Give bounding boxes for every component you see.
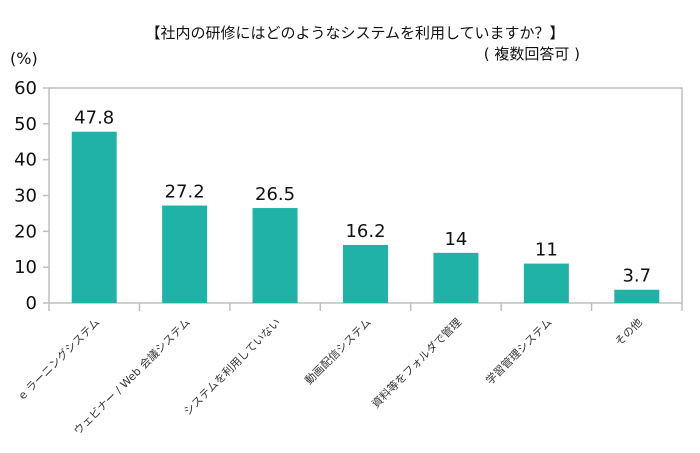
- x-category-label: 学習管理システム: [483, 315, 555, 387]
- x-category-label: 動画配信システム: [302, 315, 374, 387]
- chart-title: 【社内の研修にはどのようなシステムを利用していますか？】: [145, 24, 564, 42]
- y-tick-label: 50: [14, 114, 37, 135]
- y-axis-unit: (%): [10, 49, 38, 68]
- x-category-label: 資料等をフォルダで管理: [369, 315, 464, 410]
- y-tick-label: 20: [14, 221, 37, 242]
- x-category-label: システムを利用していない: [181, 316, 283, 418]
- y-tick-label: 0: [26, 293, 37, 314]
- data-label: 16.2: [345, 221, 385, 242]
- data-label: 27.2: [165, 182, 205, 203]
- data-label: 3.7: [622, 266, 651, 287]
- bar: [162, 205, 208, 303]
- y-tick-label: 10: [14, 257, 37, 278]
- x-category-label: その他: [612, 316, 645, 349]
- y-tick-label: 60: [14, 78, 37, 99]
- data-label: 26.5: [255, 184, 295, 205]
- bar: [343, 244, 388, 303]
- x-category-label: e ラーニングシステム: [15, 315, 102, 402]
- data-label: 14: [444, 229, 467, 250]
- bar: [252, 208, 298, 303]
- bar: [523, 263, 569, 303]
- data-label: 47.8: [74, 108, 114, 129]
- y-tick-label: 40: [14, 150, 37, 171]
- y-tick-label: 30: [14, 186, 37, 207]
- data-label: 11: [535, 240, 558, 261]
- bar: [71, 131, 117, 303]
- bar: [433, 252, 479, 303]
- bar: [614, 289, 660, 303]
- chart-subtitle: ( 複数回答可 ): [484, 45, 580, 63]
